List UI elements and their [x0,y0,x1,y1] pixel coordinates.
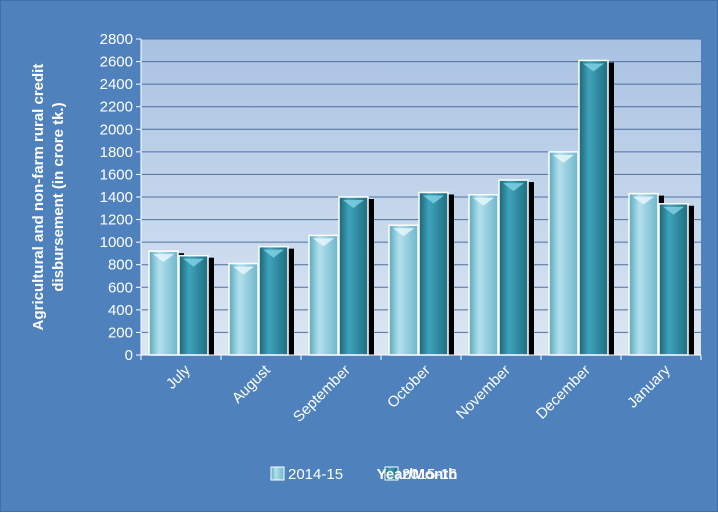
legend-swatch-2015-16 [384,466,399,481]
bar-body [148,250,179,356]
y-tick-label: 400 [108,302,133,319]
y-tick-label: 1200 [100,212,133,229]
bar-cap [263,249,284,258]
x-tick-label-november: November [453,362,514,423]
x-tick-label-january: January [624,361,674,411]
legend-label-2014-15: 2014-15 [288,466,343,483]
bar-body [308,234,339,356]
y-tick-label: 600 [108,279,133,296]
bar-cap [583,63,604,72]
y-tick-label: 1400 [100,189,133,206]
bar-2015-16-january [658,203,694,356]
bars [148,59,694,356]
bar-body [388,224,419,356]
bar-2014-15-january [628,192,664,356]
bar-cap [393,228,414,237]
y-tick-label: 1800 [100,144,133,161]
y-axis-label-line-1: Agricultural and non-farm rural credit [30,64,47,331]
bar-2015-16-july [178,254,214,356]
bar-cap [343,200,364,208]
legend-swatch-2014-15 [270,466,285,481]
y-tick-label: 800 [108,257,133,274]
y-tick-label: 2200 [100,99,133,116]
y-tick-label: 2600 [100,54,133,71]
bar-body [338,196,369,356]
bar-cap [473,197,494,206]
y-tick-label: 1600 [100,166,133,183]
y-tick-label: 0 [125,347,133,364]
bar-2015-16-december [578,59,614,356]
y-tick-label: 1000 [100,234,133,251]
legend: 2014-15 2015-16 Year/Month [270,466,458,483]
bar-body [658,203,689,356]
bar-body [548,151,579,356]
bar-2015-16-october [418,191,454,356]
bar-2015-16-september [338,196,374,356]
bar-cap [313,238,334,247]
y-axis-label-line-2: disbursement (in crore tk.) [50,102,67,291]
x-tick-label-october: October [384,362,434,412]
bar-body [178,254,209,356]
bar-cap [633,196,654,205]
bar-body [468,193,499,356]
y-tick-label: 2400 [100,76,133,93]
bar-body [578,59,609,356]
y-tick-label: 2000 [100,121,133,138]
bar-body [258,245,289,356]
bar-2015-16-august [258,245,294,356]
bar-cap [153,254,174,263]
bar-body [418,191,449,356]
bar-cap [423,195,444,204]
x-axis: July August September October November Decemb… [140,354,702,426]
x-tick-label-july: July [163,361,194,392]
x-tick-label-december: December [533,362,594,423]
bar-body [498,179,529,356]
bar-cap [663,206,684,215]
legend-label-2015-16: 2015-16 [402,466,457,483]
bar-2015-16-november [498,179,534,356]
y-tick-label: 200 [108,324,133,341]
x-tick-label-september: September [290,362,354,426]
x-axis-title: Year/Month [377,466,458,483]
bar-cap [183,258,204,267]
bar-cap [553,154,574,163]
bar-body [228,262,259,356]
x-tick-label-august: August [229,361,275,407]
bar-cap [233,266,254,275]
bar-body [628,192,659,356]
y-tick-label: 2800 [100,31,133,48]
bar-cap [503,183,524,192]
y-axis: 0 200 400 600 800 1000 1200 1400 1600 1800 2000 220… [100,31,142,364]
